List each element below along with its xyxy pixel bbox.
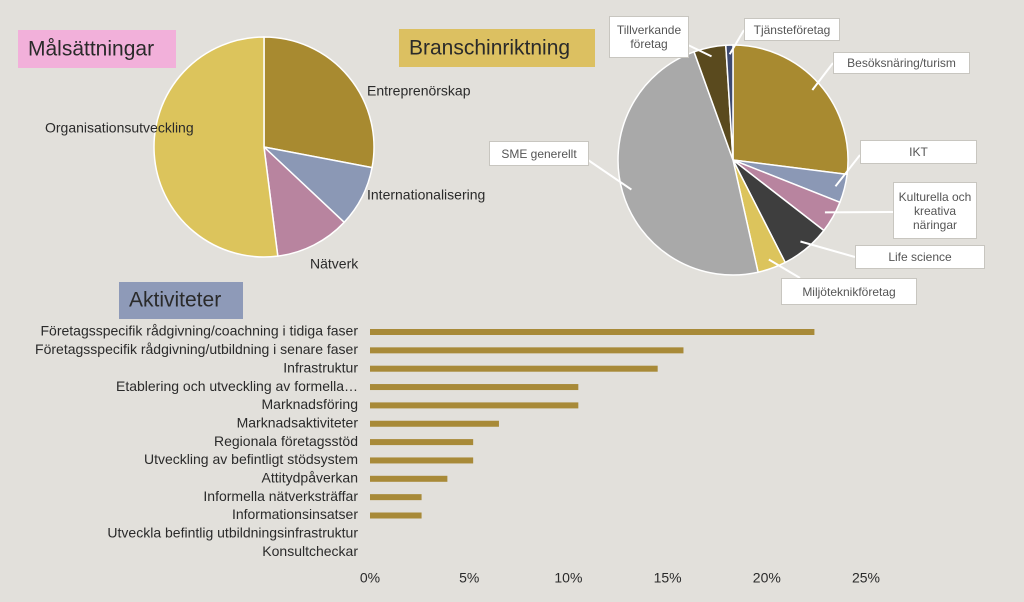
slice-label: Internationalisering: [367, 187, 485, 203]
bar: [370, 439, 474, 446]
callout-pointer: [800, 240, 856, 258]
x-tick-label: 0%: [360, 570, 380, 586]
bar: [370, 347, 684, 354]
pie-slice: [617, 50, 759, 276]
y-tick-label: Infrastruktur: [283, 359, 358, 375]
slice-callout: Life science: [855, 245, 985, 269]
chart-title: Aktiviteter: [129, 289, 221, 312]
slice-callout: Kulturella och kreativa näringar: [893, 182, 977, 239]
y-tick-label: Utveckla befintlig utbildningsinfrastruk…: [107, 525, 358, 541]
chart-title: Målsättningar: [28, 38, 154, 61]
bar: [370, 329, 815, 335]
y-tick-label: Regionala företagsstöd: [214, 433, 358, 449]
slice-callout: Besöksnäring/turism: [833, 52, 970, 74]
slice-callout: Tillverkande företag: [609, 16, 689, 58]
y-tick-label: Attitydpåverkan: [262, 470, 359, 486]
pie-slice: [263, 36, 375, 169]
title-box: [18, 30, 176, 68]
slice-callout: Tjänsteföretag: [744, 18, 840, 41]
callout-pointer: [834, 154, 861, 187]
title-box: [399, 29, 595, 67]
pie-slice: [153, 36, 279, 258]
slice-label: Nätverk: [310, 256, 359, 272]
y-tick-label: Konsultcheckar: [262, 543, 358, 559]
x-tick-label: 5%: [459, 570, 479, 586]
pie-slice: [724, 44, 734, 161]
y-tick-label: Informella nätverksträffar: [203, 488, 358, 504]
bar: [370, 402, 579, 409]
x-tick-label: 20%: [753, 570, 781, 586]
y-tick-label: Etablering och utveckling av formella…: [116, 378, 358, 394]
callout-pointer: [687, 44, 712, 58]
bar: [370, 420, 499, 427]
pie-slice: [262, 145, 346, 257]
slice-callout: SME generellt: [489, 141, 589, 166]
slice-callout: IKT: [860, 140, 977, 164]
x-tick-label: 15%: [654, 570, 682, 586]
title-box: [119, 282, 243, 319]
y-tick-label: Marknadsaktiviteter: [237, 414, 359, 430]
slice-callout: Miljöteknikföretag: [781, 278, 917, 305]
bar: [370, 494, 422, 501]
y-tick-label: Företagsspecifik rådgivning/coachning i …: [40, 323, 358, 339]
pie-slice: [732, 44, 849, 176]
bar: [370, 475, 448, 482]
slice-label: Organisationsutveckling: [45, 120, 194, 136]
callout-pointer: [728, 29, 745, 55]
bar: [370, 365, 658, 372]
bar: [370, 512, 422, 519]
bar: [370, 384, 579, 391]
callout-pointer: [587, 159, 632, 191]
chart-title: Branschinriktning: [409, 37, 570, 60]
callout-pointer: [811, 62, 834, 91]
y-tick-label: Utveckling av befintligt stödsystem: [144, 451, 358, 467]
y-tick-label: Företagsspecifik rådgivning/utbildning i…: [35, 341, 358, 357]
y-tick-label: Marknadsföring: [262, 396, 359, 412]
slice-label: Entreprenörskap: [367, 83, 471, 99]
x-tick-label: 10%: [554, 570, 582, 586]
callout-pointer: [768, 258, 801, 279]
x-tick-label: 25%: [852, 570, 880, 586]
y-tick-label: Informationsinsatser: [232, 506, 358, 522]
bar: [370, 457, 474, 464]
